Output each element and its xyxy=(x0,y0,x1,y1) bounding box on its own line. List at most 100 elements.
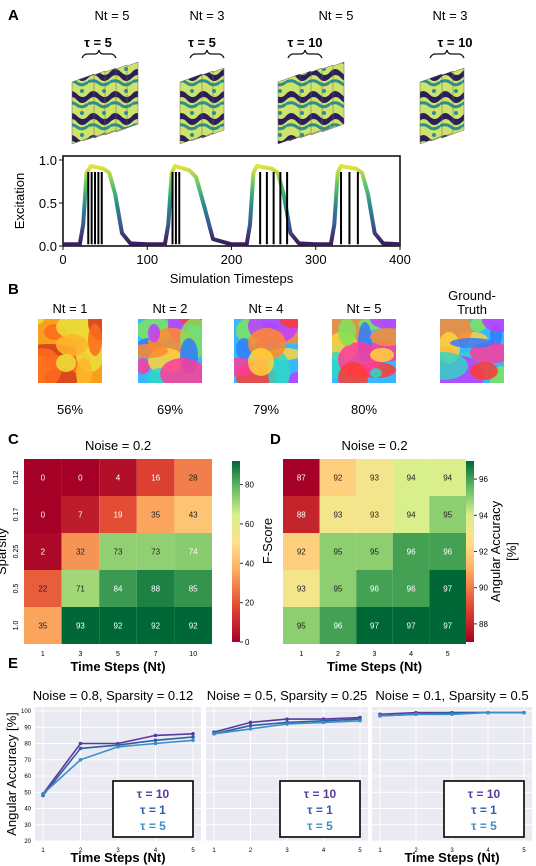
heatmap-cell xyxy=(136,496,175,533)
phase-blob xyxy=(338,362,368,383)
x-tick-label: 4 xyxy=(486,848,490,854)
chart-title: Noise = 0.5, Sparsity = 0.25 xyxy=(207,688,367,703)
heatmap-cell xyxy=(24,459,62,496)
frame-group-2: Nt = 3 τ = 5 xyxy=(179,8,225,145)
series-point xyxy=(153,738,158,743)
frame-stack xyxy=(71,49,139,145)
heatmap-cell-value: 92 xyxy=(151,622,160,631)
phase-blob xyxy=(138,344,168,358)
heatmap-cell-value: 73 xyxy=(151,548,160,557)
colorbar-tick-label: 0 xyxy=(245,638,250,647)
panel-label-c: C xyxy=(8,431,19,448)
phase-map-label: Nt = 2 xyxy=(152,301,187,316)
heatmap-cell xyxy=(356,459,393,496)
heatmap-cell-value: 35 xyxy=(151,511,160,520)
phase-blob xyxy=(450,338,494,348)
heatmap-cell-value: 95 xyxy=(443,511,452,520)
x-tick-label: 4 xyxy=(409,651,413,658)
phase-blob xyxy=(38,319,44,324)
heatmap-cell-value: 96 xyxy=(443,548,452,557)
heatmap-cell xyxy=(61,570,100,607)
colorbar-label: Angular Accuracy[%] xyxy=(488,500,519,602)
series-point xyxy=(212,731,216,736)
phase-map-label: Ground-Truth xyxy=(448,288,496,317)
y-tick-label: 0.25 xyxy=(13,545,20,559)
x-tick-label: 3 xyxy=(78,651,82,658)
heatmap-cell xyxy=(429,570,466,607)
nt-label: Nt = 5 xyxy=(94,8,129,23)
heatmap-cell xyxy=(356,496,393,533)
x-tick-label: 1 xyxy=(299,651,303,658)
x-tick-label: 7 xyxy=(154,651,158,658)
heatmap-cell xyxy=(24,570,62,607)
series-point xyxy=(248,727,253,731)
frame-group-3: Nt = 5 τ = 10 xyxy=(277,8,354,145)
tau-label: τ = 10 xyxy=(287,35,322,50)
colorbar-tick-label: 80 xyxy=(245,481,254,490)
legend-entry: τ = 1 xyxy=(307,803,333,817)
phase-blob xyxy=(160,358,202,383)
series-point xyxy=(358,718,362,723)
heatmap-title: Noise = 0.2 xyxy=(85,438,151,453)
phase-blob xyxy=(370,328,396,346)
series-point xyxy=(248,720,253,725)
y-tick-label: 0.5 xyxy=(39,196,57,211)
heatmap-cell-value: 4 xyxy=(116,474,121,483)
heatmap-cell xyxy=(61,496,100,533)
y-tick-label: 80 xyxy=(24,742,31,748)
heatmap-cell xyxy=(392,607,430,644)
series-point xyxy=(321,720,326,725)
phase-map-label: Nt = 5 xyxy=(346,301,381,316)
heatmap-cell-value: 94 xyxy=(407,511,416,520)
legend-entry: τ = 5 xyxy=(140,819,166,833)
heatmap-cell-value: 0 xyxy=(78,474,83,483)
heatmap-cell xyxy=(99,533,137,570)
heatmap-cell xyxy=(392,570,430,607)
phase-blob xyxy=(490,366,504,383)
heatmap-cell xyxy=(283,459,320,496)
phase-blob xyxy=(338,319,356,346)
series-point xyxy=(486,710,490,715)
nt-label: Nt = 3 xyxy=(432,8,467,23)
panel-label-e: E xyxy=(8,655,18,672)
y-tick-label: 0.12 xyxy=(13,471,20,485)
series-point xyxy=(116,744,120,749)
series-point xyxy=(285,717,289,721)
simulation-frame xyxy=(419,73,443,145)
tau-brace-icon xyxy=(429,49,465,59)
series-point xyxy=(522,710,526,715)
simulation-frame xyxy=(277,73,301,145)
panel-label-a: A xyxy=(8,7,19,24)
x-tick-label: 2 xyxy=(336,651,340,658)
colorbar-tick-label: 92 xyxy=(479,548,488,557)
heatmap-cell xyxy=(429,496,466,533)
heatmap-cell xyxy=(174,570,212,607)
legend-box xyxy=(443,780,525,838)
x-tick-label: 0 xyxy=(59,252,66,267)
heatmap-cell xyxy=(319,570,357,607)
legend-entry: τ = 5 xyxy=(471,819,497,833)
heatmap-cell-value: 71 xyxy=(76,585,85,594)
phase-blob xyxy=(440,352,468,380)
frame-stack xyxy=(277,49,345,145)
frame-group-4: Nt = 3 τ = 10 xyxy=(419,8,473,145)
phase-blob xyxy=(148,324,160,342)
y-tick-label: 0.5 xyxy=(13,584,20,594)
tau-brace-icon xyxy=(81,49,117,59)
y-tick-label: 60 xyxy=(24,774,31,780)
phase-blob xyxy=(56,334,88,356)
phase-blob xyxy=(76,358,92,383)
heatmap-cell xyxy=(174,459,212,496)
y-tick-label: 40 xyxy=(24,807,31,813)
x-tick-label: 5 xyxy=(191,848,195,854)
panel-label-b: B xyxy=(8,281,19,298)
colorbar xyxy=(232,461,240,642)
x-tick-label: 100 xyxy=(136,252,158,267)
heatmap-cell xyxy=(319,459,357,496)
x-tick-label: 200 xyxy=(221,252,243,267)
phase-blob xyxy=(288,372,298,383)
heatmap-cell-value: 93 xyxy=(370,474,379,483)
heatmap-cell xyxy=(136,533,175,570)
